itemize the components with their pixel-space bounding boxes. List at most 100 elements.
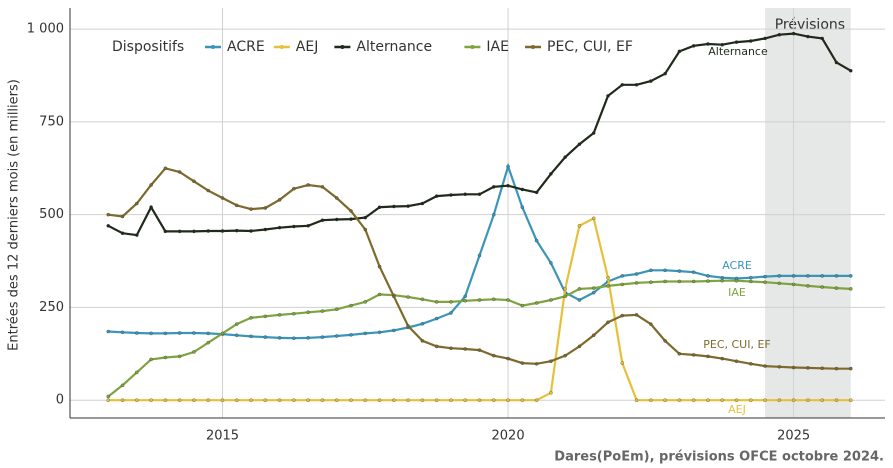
point xyxy=(777,281,782,286)
point xyxy=(620,274,625,278)
point xyxy=(820,274,824,278)
point xyxy=(791,274,796,278)
point xyxy=(135,201,139,206)
point xyxy=(777,274,782,278)
point xyxy=(591,286,596,290)
point xyxy=(492,353,496,358)
point xyxy=(506,356,510,361)
point xyxy=(434,300,439,304)
series-end-label: AEJ xyxy=(728,403,746,416)
point xyxy=(149,205,153,209)
point xyxy=(106,394,111,399)
point xyxy=(334,307,339,312)
series xyxy=(106,162,853,340)
point xyxy=(777,365,782,369)
point xyxy=(763,364,767,368)
point xyxy=(349,333,353,337)
point xyxy=(406,295,410,299)
point xyxy=(192,331,196,335)
line xyxy=(107,32,852,237)
point xyxy=(791,365,796,370)
point xyxy=(834,286,839,290)
point xyxy=(549,391,553,395)
point xyxy=(549,359,553,363)
point xyxy=(620,313,625,318)
point xyxy=(563,155,567,159)
point xyxy=(363,215,368,220)
point xyxy=(263,314,268,319)
point xyxy=(520,303,525,308)
point xyxy=(791,282,796,287)
point xyxy=(449,193,453,197)
y-tick-label: 250 xyxy=(39,300,64,315)
series xyxy=(106,216,853,402)
point xyxy=(477,192,482,197)
legend-marker xyxy=(211,45,215,49)
point xyxy=(177,331,182,335)
point xyxy=(649,322,653,326)
point xyxy=(249,207,253,211)
legend-label: Alternance xyxy=(356,39,432,55)
point xyxy=(563,287,567,291)
point xyxy=(235,228,239,233)
point xyxy=(177,170,182,174)
point xyxy=(277,225,282,230)
y-tick-label: 500 xyxy=(39,207,64,222)
point xyxy=(377,205,382,209)
point xyxy=(292,336,296,340)
point xyxy=(492,297,496,302)
point xyxy=(463,192,467,197)
point xyxy=(477,398,482,402)
x-tick-label: 2015 xyxy=(206,429,239,444)
point xyxy=(320,398,325,402)
point xyxy=(235,398,239,402)
legend-marker xyxy=(470,45,475,49)
legend: Dispositifs ACRE AEJ Alternance IAE PEC, CUI,… xyxy=(112,39,633,55)
point xyxy=(463,347,467,351)
point xyxy=(135,398,139,402)
point xyxy=(392,328,396,333)
point xyxy=(334,398,339,402)
point xyxy=(549,172,553,176)
point xyxy=(677,279,682,284)
point xyxy=(463,299,467,303)
point xyxy=(534,398,539,402)
point xyxy=(620,83,625,87)
point xyxy=(749,275,753,280)
point xyxy=(577,142,582,146)
point xyxy=(420,201,425,206)
point xyxy=(706,42,710,46)
point xyxy=(620,282,625,287)
point xyxy=(677,352,682,356)
point xyxy=(135,233,139,237)
point xyxy=(691,279,696,284)
point xyxy=(277,313,282,317)
point xyxy=(449,346,453,350)
point xyxy=(734,398,739,402)
point xyxy=(106,398,111,402)
point xyxy=(591,290,596,295)
point xyxy=(349,217,353,221)
point xyxy=(606,320,610,325)
point xyxy=(434,194,439,198)
point xyxy=(406,398,410,402)
point xyxy=(163,331,168,336)
point xyxy=(420,398,425,402)
point xyxy=(320,335,325,339)
point xyxy=(235,333,239,338)
point xyxy=(406,324,410,328)
point xyxy=(477,298,482,302)
point xyxy=(506,298,510,302)
point xyxy=(192,179,196,184)
point xyxy=(848,68,853,73)
point xyxy=(135,370,139,375)
point xyxy=(434,398,439,402)
point xyxy=(749,39,753,43)
y-tick-label: 0 xyxy=(56,393,64,408)
point xyxy=(263,227,268,232)
point xyxy=(749,398,753,402)
point xyxy=(749,279,753,284)
x-tick-label: 2025 xyxy=(777,429,810,444)
point xyxy=(691,270,696,274)
point xyxy=(677,269,682,273)
